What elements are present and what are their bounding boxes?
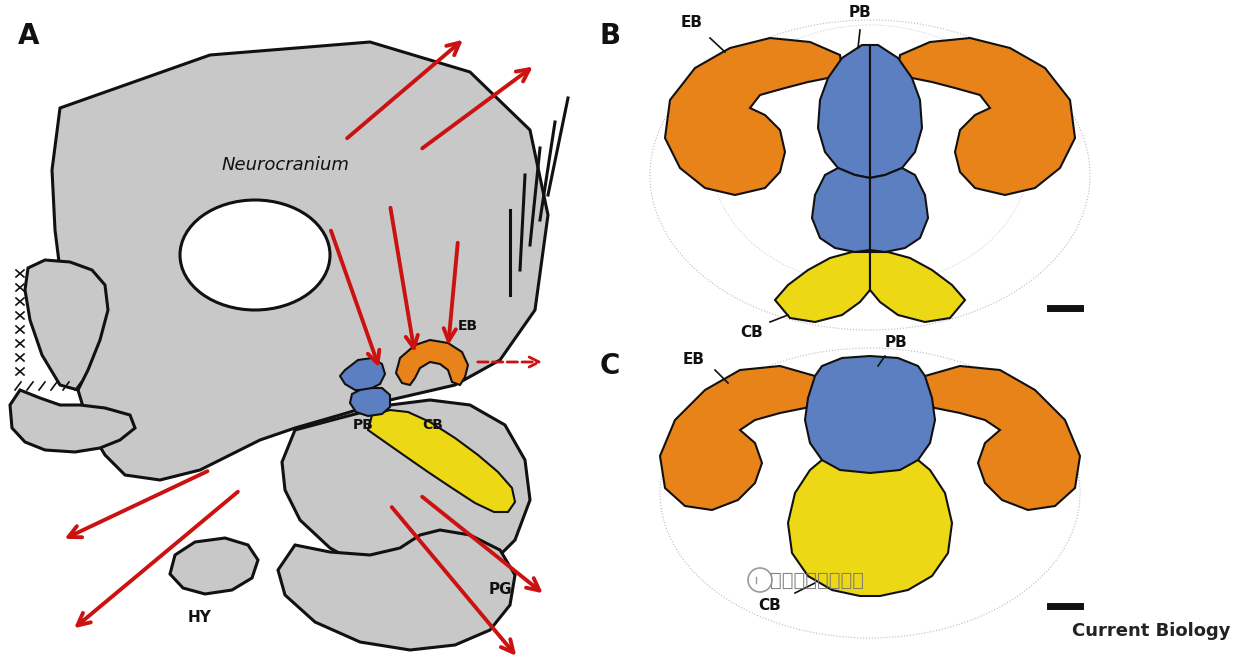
Text: PB: PB — [885, 335, 908, 350]
Text: 水生动物健康评估: 水生动物健康评估 — [770, 571, 864, 589]
Polygon shape — [10, 390, 134, 452]
Polygon shape — [51, 42, 548, 480]
Text: EB: EB — [681, 15, 703, 30]
Polygon shape — [775, 252, 870, 322]
Text: EB: EB — [458, 319, 479, 333]
Text: PB: PB — [849, 5, 872, 20]
Text: CB: CB — [422, 418, 443, 432]
Text: EB: EB — [683, 352, 705, 367]
Polygon shape — [664, 38, 842, 195]
Polygon shape — [340, 358, 386, 390]
Polygon shape — [870, 252, 965, 322]
Text: HY: HY — [188, 610, 212, 625]
Polygon shape — [898, 38, 1075, 195]
Polygon shape — [870, 45, 922, 178]
Polygon shape — [396, 340, 468, 385]
Polygon shape — [659, 366, 821, 510]
Text: PB: PB — [353, 418, 373, 432]
Ellipse shape — [180, 200, 330, 310]
Polygon shape — [788, 460, 952, 596]
Polygon shape — [25, 260, 108, 390]
Polygon shape — [368, 410, 515, 512]
Text: CB: CB — [759, 598, 781, 613]
Polygon shape — [350, 388, 391, 416]
Polygon shape — [811, 168, 870, 252]
Polygon shape — [918, 366, 1080, 510]
Polygon shape — [283, 400, 530, 582]
Text: B: B — [600, 22, 622, 50]
Text: Current Biology: Current Biology — [1071, 622, 1230, 640]
Text: C: C — [600, 352, 620, 380]
Polygon shape — [805, 356, 934, 473]
Polygon shape — [278, 530, 515, 650]
Text: PG: PG — [489, 583, 511, 598]
Text: A: A — [18, 22, 39, 50]
Polygon shape — [170, 538, 257, 594]
Text: Neurocranium: Neurocranium — [221, 156, 349, 174]
Polygon shape — [818, 45, 870, 178]
Polygon shape — [870, 168, 928, 252]
Text: CB: CB — [741, 325, 764, 340]
